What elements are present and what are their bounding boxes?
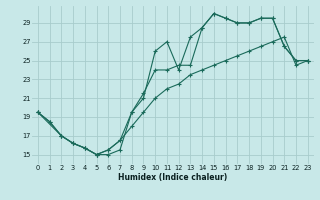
X-axis label: Humidex (Indice chaleur): Humidex (Indice chaleur)	[118, 173, 228, 182]
